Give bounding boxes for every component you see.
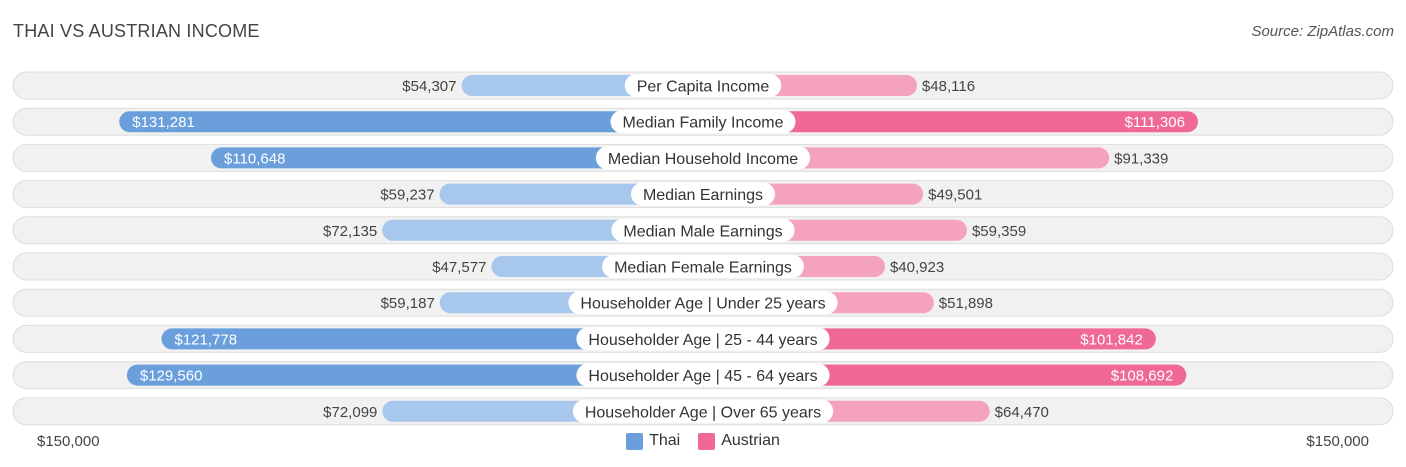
axis-right-label: $150,000 [1306,433,1369,450]
value-label-thai: $110,648 [224,150,285,167]
bar-thai [161,328,703,350]
legend-label-thai: Thai [649,432,681,449]
value-label-austrian: $64,470 [995,404,1049,421]
chart-row[interactable]: $72,135 $59,359 Median Male Earnings [12,216,1394,245]
legend-item-austrian[interactable]: Austrian [698,432,780,450]
value-label-austrian: $48,116 [922,78,975,95]
chart-row[interactable]: $59,187 $51,898 Householder Age | Under 25… [12,288,1394,317]
legend-item-thai[interactable]: Thai [626,432,680,450]
source-credit: Source: ZipAtlas.com [1251,23,1394,40]
value-label-thai: $54,307 [402,78,456,95]
value-label-austrian: $59,359 [972,223,1026,240]
bar-austrian [703,111,1198,133]
category-label: Median Male Earnings [623,223,782,240]
category-label: Median Earnings [643,187,763,204]
value-label-thai: $129,560 [140,368,203,385]
category-label: Householder Age | 45 - 64 years [588,368,817,385]
value-label-thai: $72,135 [323,223,377,240]
value-label-thai: $121,778 [174,331,237,348]
category-label-background [576,327,830,351]
value-label-austrian: $108,692 [1111,368,1174,385]
chart-row[interactable]: $72,099 $64,470 Householder Age | Over 65 … [12,397,1394,426]
legend-swatch-thai [626,432,644,450]
bar-thai [126,364,703,386]
value-label-thai: $59,237 [380,187,434,204]
bar-thai [119,111,703,133]
category-label-background [576,363,830,387]
category-label-background [624,74,782,97]
value-label-austrian: $40,923 [890,259,944,276]
category-label-background [568,291,838,315]
category-label-background [611,218,795,242]
axis-left-label: $150,000 [37,433,100,450]
value-label-thai: $59,187 [381,295,435,312]
chart-row[interactable]: $131,281 $111,306 Median Family Income [12,107,1394,136]
category-label-background [610,110,796,134]
category-label-background [595,146,811,170]
value-label-austrian: $101,842 [1080,331,1143,348]
chart-row[interactable]: $47,577 $40,923 Median Female Earnings [12,252,1394,281]
category-label-background [572,399,834,423]
bar-thai [210,147,703,169]
category-label: Per Capita Income [637,79,770,96]
value-label-thai: $47,577 [432,259,486,276]
chart-row[interactable]: $129,560 $108,692 Householder Age | 45 - 6… [12,361,1394,390]
chart-title: THAI VS AUSTRIAN INCOME [13,21,260,41]
value-label-austrian: $91,339 [1114,150,1168,167]
value-label-thai: $131,281 [132,114,195,131]
category-label: Median Family Income [623,115,784,132]
value-label-austrian: $49,501 [928,187,982,204]
category-label-background [630,182,776,206]
chart-row[interactable]: $59,237 $49,501 Median Earnings [12,180,1394,209]
category-label: Median Female Earnings [614,260,792,277]
chart-row[interactable]: $121,778 $101,842 Householder Age | 25 - 4… [12,324,1394,353]
chart-row[interactable]: $54,307 $48,116 Per Capita Income [12,71,1394,100]
legend: Thai Austrian [0,432,1406,450]
chart-row[interactable]: $110,648 $91,339 Median Household Income [12,143,1394,172]
value-label-austrian: $51,898 [939,295,993,312]
category-label: Householder Age | Over 65 years [585,404,821,421]
category-label: Householder Age | Under 25 years [580,296,825,313]
category-label: Median Household Income [608,151,798,168]
legend-label-austrian: Austrian [721,432,780,449]
legend-swatch-austrian [698,432,716,450]
value-label-thai: $72,099 [323,404,377,421]
category-label: Householder Age | 25 - 44 years [588,332,817,349]
value-label-austrian: $111,306 [1125,114,1185,131]
category-label-background [602,255,804,278]
